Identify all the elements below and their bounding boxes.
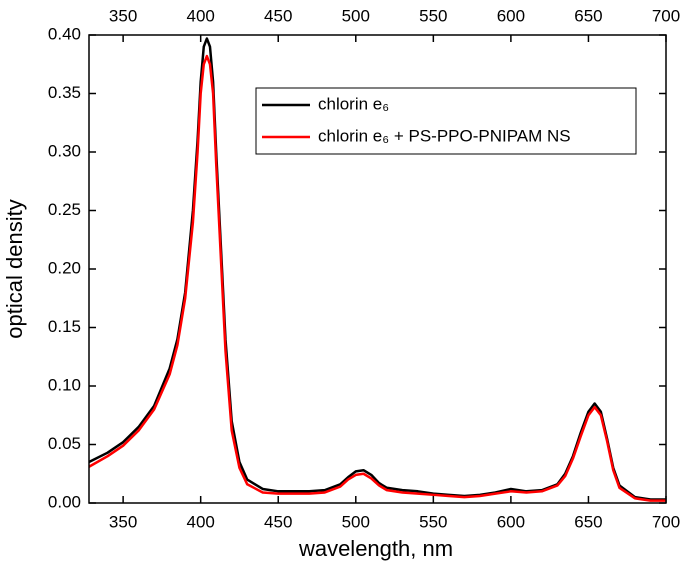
- x-tick-label: 600: [497, 512, 525, 531]
- legend-box: [255, 87, 637, 155]
- y-tick-label: 0.40: [48, 24, 81, 43]
- x-tick-label: 500: [342, 512, 370, 531]
- y-tick-label: 0.15: [48, 317, 81, 336]
- y-tick-label: 0.10: [48, 375, 81, 394]
- x-top-tick-label: 700: [652, 6, 680, 25]
- y-tick-label: 0.00: [48, 492, 81, 511]
- series-line: [88, 54, 666, 502]
- x-tick-label: 700: [652, 512, 680, 531]
- x-tick-label: 350: [109, 512, 137, 531]
- x-tick-label: 550: [419, 512, 447, 531]
- x-tick-label: 650: [574, 512, 602, 531]
- x-tick-label: 400: [186, 512, 214, 531]
- x-top-tick-label: 400: [186, 6, 214, 25]
- y-tick-label: 0.05: [48, 434, 81, 453]
- y-tick-label: 0.25: [48, 200, 81, 219]
- legend-label: chlorin e₆: [318, 94, 389, 113]
- y-axis-label: optical density: [2, 199, 27, 338]
- x-axis-label: wavelength, nm: [298, 536, 453, 561]
- y-tick-label: 0.20: [48, 258, 81, 277]
- plot-frame: [88, 34, 667, 504]
- legend-label: chlorin e₆ + PS-PPO-PNIPAM NS: [318, 126, 571, 145]
- x-top-tick-label: 550: [419, 6, 447, 25]
- x-top-tick-label: 650: [574, 6, 602, 25]
- x-tick-label: 450: [264, 512, 292, 531]
- y-tick-label: 0.30: [48, 141, 81, 160]
- x-top-tick-label: 500: [342, 6, 370, 25]
- x-top-tick-label: 450: [264, 6, 292, 25]
- y-tick-label: 0.35: [48, 83, 81, 102]
- x-top-tick-label: 600: [497, 6, 525, 25]
- x-top-tick-label: 350: [109, 6, 137, 25]
